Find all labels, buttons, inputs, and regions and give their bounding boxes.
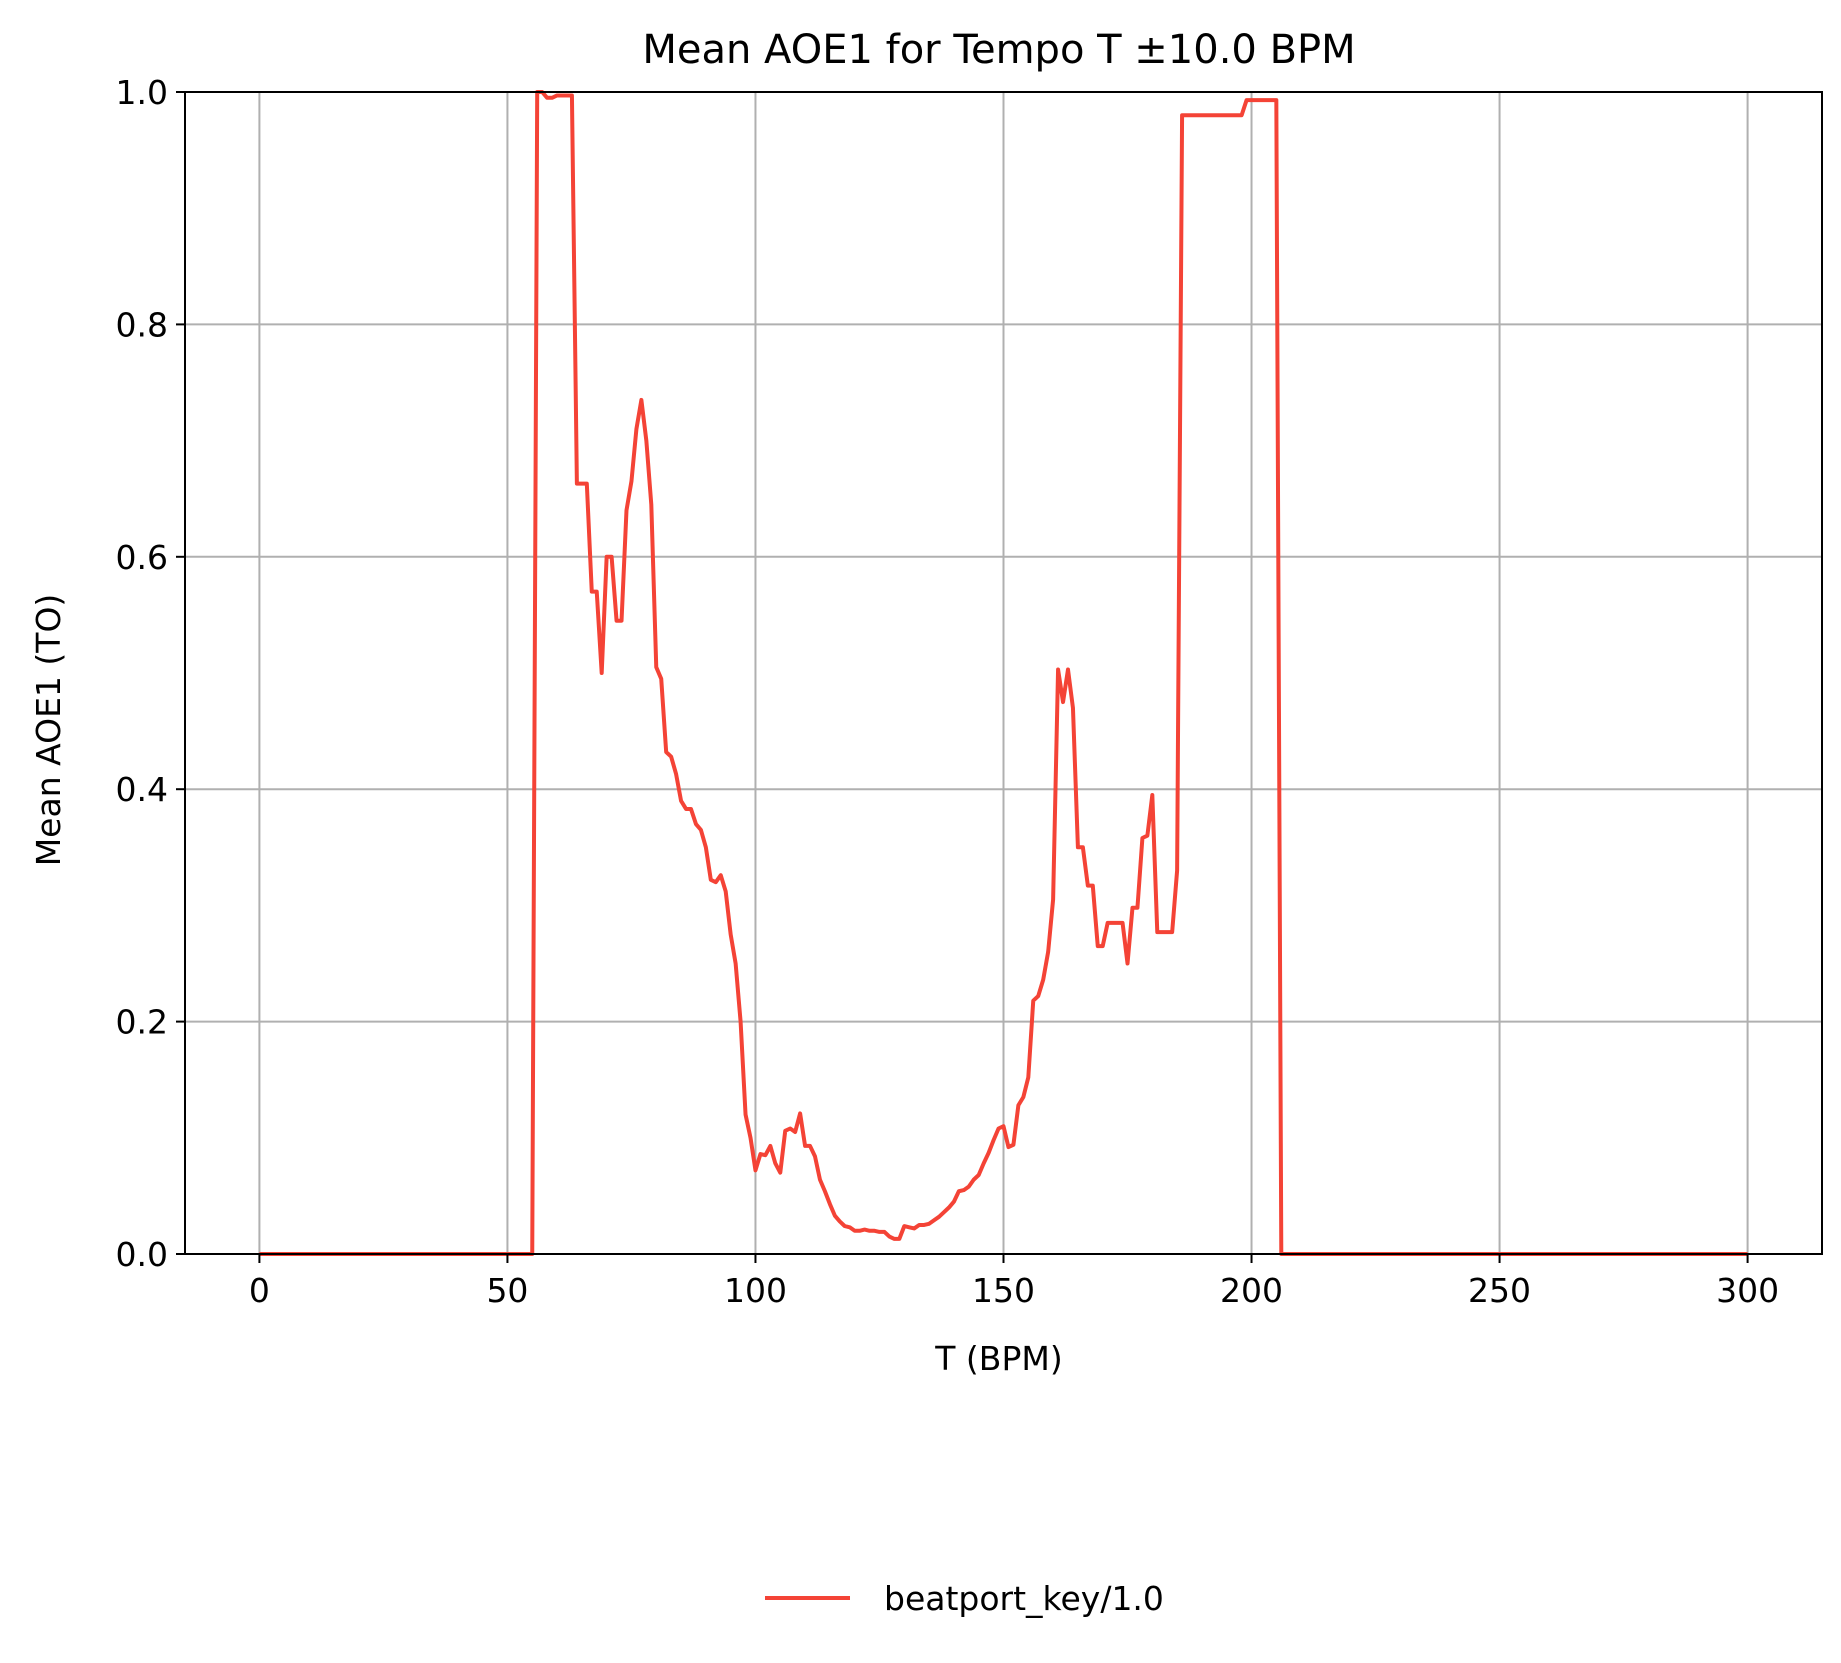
x-tick-label: 200: [1220, 1271, 1283, 1310]
y-tick-label: 0.2: [116, 1003, 168, 1042]
x-tick-label: 250: [1468, 1271, 1531, 1310]
series-layer: [259, 90, 1748, 1256]
legend: beatport_key/1.0: [765, 1579, 1164, 1618]
y-tick-label: 0.0: [116, 1235, 168, 1274]
y-tick-label: 1.0: [116, 73, 168, 112]
ticks-layer: 0 50 100 150 200 250 300 0.0 0.2 0.4 0.6 0.8 1.0: [116, 73, 1780, 1310]
y-axis-label: Mean AOE1 (TO): [29, 594, 68, 867]
x-tick-label: 50: [486, 1271, 528, 1310]
x-tick-label: 150: [972, 1271, 1035, 1310]
x-axis-label: T (BPM): [934, 1339, 1062, 1378]
x-tick-label: 100: [724, 1271, 787, 1310]
legend-label: beatport_key/1.0: [884, 1579, 1164, 1618]
y-tick-label: 0.8: [116, 305, 168, 344]
series-line: [259, 90, 1748, 1256]
x-tick-label: 0: [249, 1271, 270, 1310]
y-tick-label: 0.4: [116, 770, 168, 809]
grid-layer: [185, 91, 1822, 1255]
x-tick-label: 300: [1716, 1271, 1779, 1310]
chart-title: Mean AOE1 for Tempo T ±10.0 BPM: [642, 27, 1355, 73]
y-tick-label: 0.6: [116, 538, 168, 577]
